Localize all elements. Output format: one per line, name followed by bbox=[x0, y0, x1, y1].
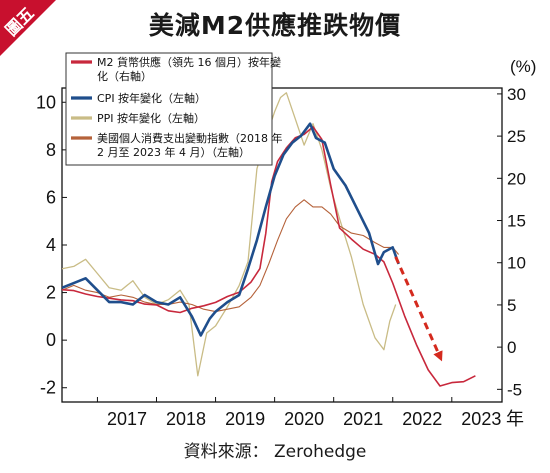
trend-arrow bbox=[394, 256, 443, 362]
right-tick-label: 25 bbox=[507, 127, 526, 146]
right-tick-label: 0 bbox=[507, 338, 516, 357]
legend-box bbox=[65, 52, 273, 166]
badge-ribbon bbox=[0, 0, 56, 56]
right-tick-label: -5 bbox=[507, 380, 522, 399]
source-note: 資料來源： Zerohedge bbox=[183, 442, 367, 462]
left-tick-label: 2 bbox=[46, 283, 56, 303]
left-tick-label: 6 bbox=[46, 187, 56, 207]
series-layer bbox=[62, 92, 476, 387]
m2-series-line bbox=[62, 126, 476, 387]
legend: M2 貨幣供應（領先 16 個月）按年變化（右軸） CPI 按年變化（左軸） PPI… bbox=[65, 52, 283, 166]
right-tick-label: 5 bbox=[507, 296, 516, 315]
right-tick-label: 30 bbox=[507, 85, 526, 104]
x-tick-label: 2023 bbox=[461, 409, 501, 429]
left-tick-label: 10 bbox=[36, 92, 56, 112]
left-tick-label: -2 bbox=[40, 378, 56, 398]
left-tick-label: 8 bbox=[46, 140, 56, 160]
x-tick-label: 2019 bbox=[225, 409, 265, 429]
pce-series-line bbox=[62, 199, 400, 313]
legend-ppi-label: PPI 按年變化（左軸） bbox=[97, 111, 205, 125]
chart-title: 美減M2供應推跌物價 bbox=[148, 11, 402, 40]
left-tick-label: 4 bbox=[46, 235, 56, 255]
x-tick-label: 2021 bbox=[343, 409, 383, 429]
annotation-layer bbox=[394, 256, 443, 362]
right-tick-label: 20 bbox=[507, 169, 526, 188]
cpi-series-line bbox=[62, 122, 400, 337]
right-tick-label: 10 bbox=[507, 254, 526, 273]
x-tick-label: 2022 bbox=[402, 409, 442, 429]
legend-cpi-label: CPI 按年變化（左軸） bbox=[97, 91, 206, 105]
x-tick-label: 2018 bbox=[166, 409, 206, 429]
legend-m2-label: M2 貨幣供應（領先 16 個月）按年變化（右軸） bbox=[97, 55, 281, 83]
right-tick-label: 15 bbox=[507, 212, 526, 231]
left-tick-label: 0 bbox=[46, 330, 56, 350]
corner-badge: 圖五 bbox=[0, 0, 56, 56]
x-tick-label: 2020 bbox=[284, 409, 324, 429]
x-tick-label: 2017 bbox=[107, 409, 147, 429]
x-axis-unit: 年 bbox=[506, 409, 524, 429]
right-axis-unit: (%) bbox=[510, 57, 536, 76]
